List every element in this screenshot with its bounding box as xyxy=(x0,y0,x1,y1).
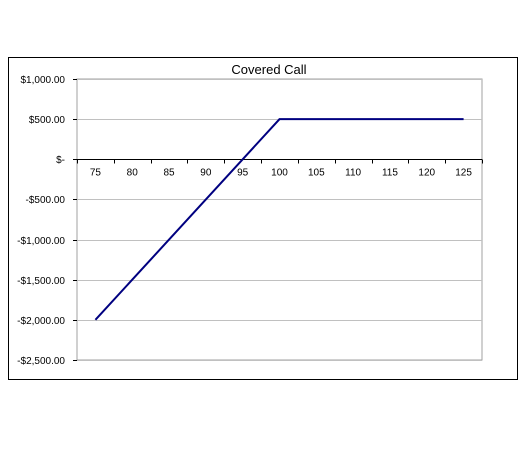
grid-layer xyxy=(77,79,482,361)
x-tick-label: 110 xyxy=(345,168,361,179)
axis-layer xyxy=(73,79,483,361)
x-tick-label: 90 xyxy=(200,168,212,179)
x-tick-label: 85 xyxy=(163,168,175,179)
y-tick-label: $500.00 xyxy=(29,115,66,126)
x-tick-label: 125 xyxy=(455,168,472,179)
chart-title: Covered Call xyxy=(231,62,306,77)
y-tick-label: -$1,500.00 xyxy=(17,276,65,287)
y-tick-label: $- xyxy=(56,155,65,166)
x-tick-label: 75 xyxy=(90,168,102,179)
y-tick-label: -$1,000.00 xyxy=(17,236,65,247)
y-tick-label: -$500.00 xyxy=(26,195,66,206)
y-tick-label: -$2,500.00 xyxy=(17,356,65,367)
x-tick-label: 80 xyxy=(127,168,139,179)
y-tick-label: $1,000.00 xyxy=(21,75,66,86)
series-line xyxy=(94,118,464,321)
label-layer: $1,000.00 $500.00 $- -$500.00 -$1,000.00 -$1,… xyxy=(17,75,472,367)
plot-area xyxy=(76,78,483,361)
y-tick-label: -$2,000.00 xyxy=(17,316,65,327)
x-tick-label: 120 xyxy=(418,168,435,179)
x-tick-label: 95 xyxy=(237,168,249,179)
x-tick-label: 115 xyxy=(382,168,398,179)
x-tick-label: 100 xyxy=(271,168,288,179)
x-tick-label: 105 xyxy=(308,168,325,179)
covered-call-chart: $1,000.00 $500.00 $- -$500.00 -$1,000.00 -$1,… xyxy=(17,62,483,367)
chart-frame: $1,000.00 $500.00 $- -$500.00 -$1,000.00 -$1,… xyxy=(8,57,518,380)
series-layer xyxy=(94,118,464,321)
